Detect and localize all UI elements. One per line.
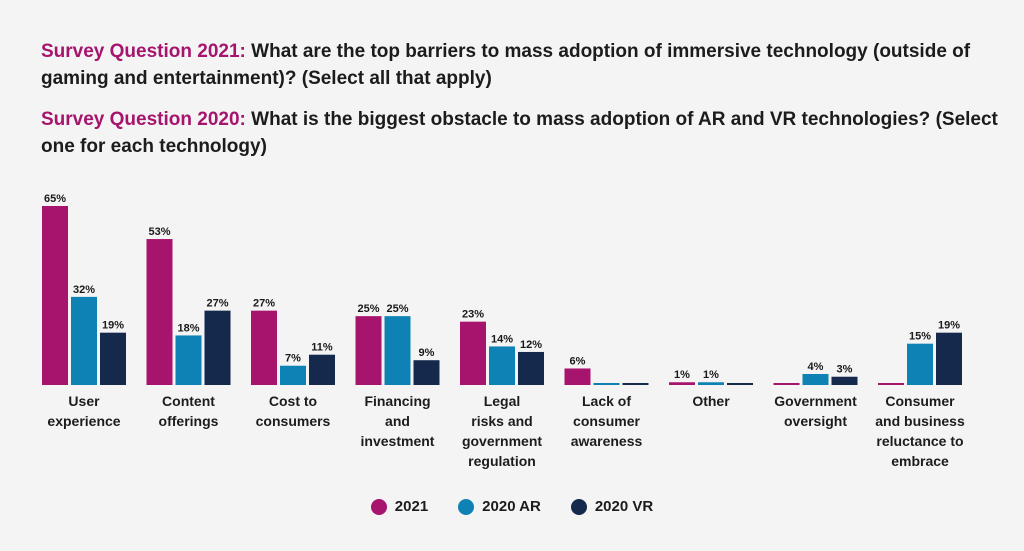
category-label: Cost to consumers — [256, 393, 331, 429]
category-label: Financing and investment — [361, 393, 435, 449]
bar-2021-8 — [878, 383, 904, 385]
bar-2021-4 — [460, 321, 486, 385]
category-label: Content offerings — [159, 393, 219, 429]
legend-swatch-2020-ar — [458, 498, 475, 515]
bar-2020-ar-7 — [802, 373, 829, 385]
data-label: 7% — [285, 353, 301, 365]
data-label: 19% — [102, 320, 124, 332]
legend-item-2021: 2021 — [370, 498, 429, 515]
category-label: Consumer and business reluctance to embrace — [875, 393, 965, 469]
bar-2020-ar-4 — [489, 346, 515, 385]
legend-swatch-2021 — [370, 498, 387, 515]
data-label: 18% — [177, 322, 199, 334]
data-label: 3% — [837, 364, 853, 376]
bar-2020-vr-0 — [100, 332, 126, 385]
data-label: 25% — [357, 303, 379, 315]
question-2021: Survey Question 2021: What are the top b… — [41, 38, 1001, 92]
bar-2021-3 — [355, 316, 382, 385]
bar-2020-vr-4 — [518, 351, 544, 385]
question-2020-label: Survey Question 2020: — [41, 109, 246, 130]
data-label: 53% — [148, 226, 170, 238]
data-label: 23% — [462, 309, 484, 321]
bar-2020-ar-1 — [175, 335, 202, 385]
bar-2020-ar-2 — [280, 365, 306, 385]
data-label: 15% — [909, 331, 931, 343]
bar-2020-ar-5 — [593, 383, 620, 385]
bar-2020-vr-7 — [831, 376, 858, 385]
question-2020-text: What is the biggest obstacle to mass ado… — [41, 109, 998, 157]
data-label: 27% — [253, 298, 275, 310]
bar-2021-1 — [146, 239, 173, 385]
data-label: 32% — [73, 284, 95, 296]
data-label: 6% — [570, 355, 586, 367]
bar-2021-7 — [773, 383, 800, 385]
data-label: 65% — [44, 193, 66, 205]
bar-2020-ar-6 — [698, 382, 724, 385]
data-label: 27% — [206, 298, 228, 310]
bar-2020-ar-8 — [907, 343, 933, 385]
bar-2021-2 — [251, 310, 277, 385]
legend-label-2020-vr: 2020 VR — [594, 498, 654, 515]
data-label: 14% — [491, 333, 513, 345]
question-2021-label: Survey Question 2021: — [41, 41, 246, 62]
legend-label-2020-ar: 2020 AR — [482, 498, 541, 515]
data-label: 25% — [386, 303, 408, 315]
bar-2020-vr-8 — [936, 332, 962, 385]
data-label: 9% — [419, 347, 435, 359]
category-label: Other — [692, 393, 730, 409]
data-label: 1% — [674, 369, 690, 381]
data-label: 4% — [808, 361, 824, 373]
bar-2020-vr-3 — [413, 360, 440, 385]
bar-2021-6 — [669, 382, 695, 385]
category-label: Lack of consumer awareness — [571, 393, 643, 449]
data-label: 1% — [703, 369, 719, 381]
question-2021-text: What are the top barriers to mass adopti… — [41, 41, 971, 89]
category-label: User experience — [47, 393, 120, 429]
bar-2020-vr-1 — [204, 310, 231, 385]
chart-legend: 2021 2020 AR 2020 VR — [0, 498, 1024, 515]
data-label: 12% — [520, 339, 542, 351]
bar-2020-vr-6 — [727, 383, 753, 385]
question-2020: Survey Question 2020: What is the bigges… — [41, 106, 1001, 160]
legend-item-2020-ar: 2020 AR — [458, 498, 541, 515]
category-label: Legal risks and government regulation — [462, 393, 542, 469]
bar-2020-vr-5 — [622, 383, 649, 385]
bar-2021-0 — [42, 206, 68, 385]
data-label: 11% — [311, 342, 333, 354]
category-label: Government oversight — [774, 393, 857, 429]
legend-item-2020-vr: 2020 VR — [570, 498, 654, 515]
data-label: 19% — [938, 320, 960, 332]
legend-swatch-2020-vr — [570, 498, 587, 515]
bar-2021-5 — [564, 368, 591, 385]
legend-label-2021: 2021 — [394, 498, 429, 515]
bar-2020-ar-3 — [384, 316, 411, 385]
bar-2020-vr-2 — [309, 354, 335, 385]
bar-2020-ar-0 — [71, 296, 97, 385]
